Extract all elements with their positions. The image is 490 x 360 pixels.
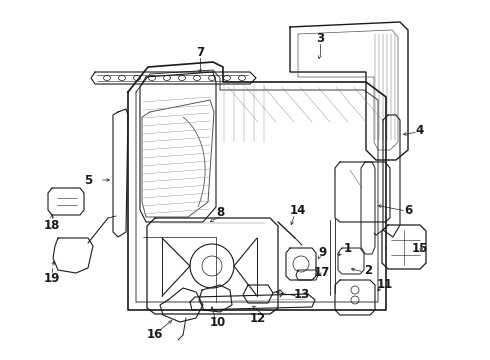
Text: 10: 10 bbox=[210, 315, 226, 328]
Text: 12: 12 bbox=[250, 311, 266, 324]
Text: 16: 16 bbox=[147, 328, 163, 342]
Text: 15: 15 bbox=[412, 242, 428, 255]
Text: 2: 2 bbox=[364, 264, 372, 276]
Text: 19: 19 bbox=[44, 271, 60, 284]
Text: 14: 14 bbox=[290, 203, 306, 216]
Text: 8: 8 bbox=[216, 206, 224, 219]
Text: 5: 5 bbox=[84, 174, 92, 186]
Text: 4: 4 bbox=[416, 123, 424, 136]
Text: 11: 11 bbox=[377, 279, 393, 292]
Text: 6: 6 bbox=[404, 203, 412, 216]
Text: 1: 1 bbox=[344, 242, 352, 255]
Text: 9: 9 bbox=[318, 246, 326, 258]
Text: 13: 13 bbox=[294, 288, 310, 302]
Text: 18: 18 bbox=[44, 219, 60, 231]
Text: 3: 3 bbox=[316, 32, 324, 45]
Text: 7: 7 bbox=[196, 45, 204, 59]
Text: 17: 17 bbox=[314, 266, 330, 279]
